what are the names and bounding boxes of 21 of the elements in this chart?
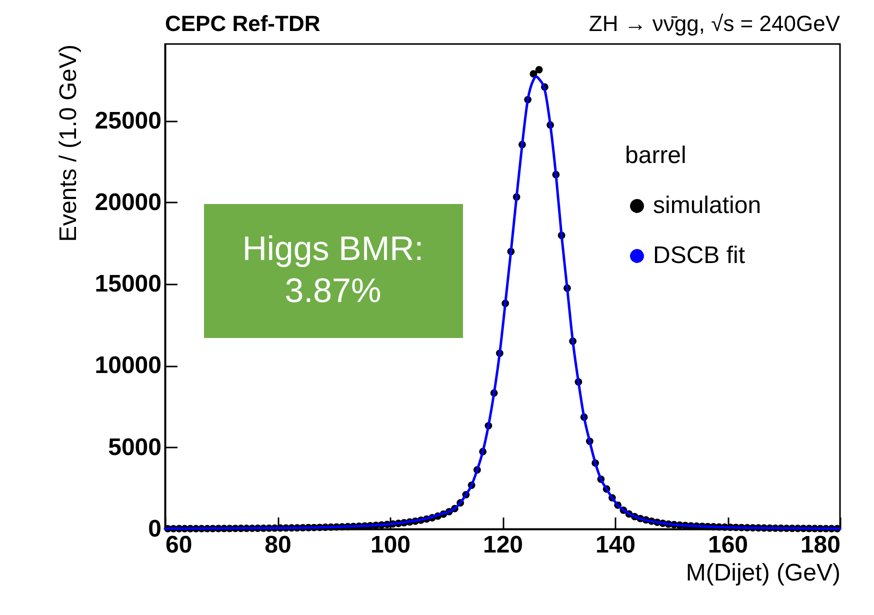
x-tick-label: 60 xyxy=(166,532,192,558)
y-tick-label: 5000 xyxy=(108,434,162,461)
x-tick-label: 180 xyxy=(800,532,840,558)
x-tick-label: 120 xyxy=(482,532,524,558)
y-tick-label: 10000 xyxy=(94,352,162,380)
y-tick-label: 20000 xyxy=(94,188,162,216)
x-axis-title: M(Dijet) (GeV) xyxy=(686,560,840,586)
y-tick-label: 25000 xyxy=(94,107,162,134)
annotation: Higgs BMR: 3.87% xyxy=(242,230,424,310)
x-tick-label: 160 xyxy=(708,532,748,558)
legend-title: barrel xyxy=(625,142,686,169)
legend-label: simulation xyxy=(653,192,762,219)
y-axis-title: Events / (1.0 GeV) xyxy=(54,44,82,242)
y-tick-label: 0 xyxy=(148,516,162,542)
x-tick-label: 100 xyxy=(370,532,411,558)
x-tick-label: 80 xyxy=(264,532,292,558)
chart-title: CEPC Ref-TDR xyxy=(165,11,320,36)
x-tick-label: 140 xyxy=(595,532,636,558)
y-tick-label: 15000 xyxy=(94,270,162,298)
chart-subtitle: ZH → νν̄gg, √s = 240GeV xyxy=(588,11,840,36)
legend-label: DSCB fit xyxy=(653,242,746,269)
